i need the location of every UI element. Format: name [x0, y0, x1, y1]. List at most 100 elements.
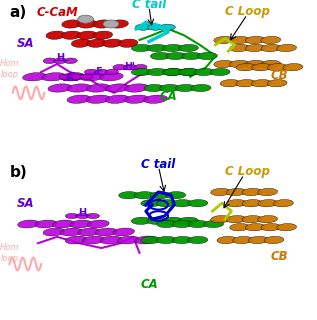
Ellipse shape [134, 64, 147, 70]
Ellipse shape [42, 73, 66, 81]
Text: H: H [78, 208, 87, 218]
Ellipse shape [214, 36, 234, 44]
Ellipse shape [251, 80, 271, 87]
Ellipse shape [147, 44, 167, 52]
Ellipse shape [217, 236, 237, 244]
Ellipse shape [84, 69, 98, 75]
Ellipse shape [226, 188, 246, 196]
Ellipse shape [245, 44, 265, 52]
Ellipse shape [172, 200, 192, 207]
Ellipse shape [144, 95, 168, 103]
Ellipse shape [175, 84, 195, 92]
Ellipse shape [35, 220, 57, 228]
Text: H': H' [125, 62, 135, 72]
Text: H: H [56, 52, 64, 63]
Text: CB: CB [270, 250, 288, 262]
Text: C-CaM: C-CaM [36, 6, 78, 19]
Ellipse shape [131, 44, 151, 52]
Ellipse shape [93, 20, 113, 28]
Ellipse shape [147, 217, 167, 224]
Ellipse shape [172, 236, 192, 244]
Ellipse shape [61, 73, 85, 81]
Ellipse shape [99, 73, 123, 81]
Ellipse shape [118, 39, 138, 47]
Ellipse shape [245, 60, 265, 68]
Ellipse shape [86, 84, 110, 92]
Ellipse shape [67, 84, 91, 92]
Ellipse shape [204, 220, 224, 228]
Ellipse shape [248, 236, 268, 244]
Ellipse shape [106, 84, 129, 92]
Ellipse shape [214, 60, 234, 68]
Ellipse shape [86, 95, 110, 103]
Ellipse shape [182, 52, 202, 60]
Text: CA: CA [159, 90, 177, 102]
Ellipse shape [277, 44, 297, 52]
Ellipse shape [65, 236, 87, 244]
Ellipse shape [242, 188, 262, 196]
Text: CB: CB [270, 69, 288, 82]
Ellipse shape [179, 68, 199, 76]
Ellipse shape [119, 192, 139, 199]
Ellipse shape [141, 236, 161, 244]
Ellipse shape [103, 39, 122, 47]
Ellipse shape [261, 36, 281, 44]
Ellipse shape [233, 236, 253, 244]
Ellipse shape [258, 200, 278, 207]
Ellipse shape [150, 52, 170, 60]
Ellipse shape [178, 217, 198, 224]
Ellipse shape [147, 68, 167, 76]
Ellipse shape [123, 64, 137, 70]
Ellipse shape [71, 39, 91, 47]
Ellipse shape [226, 216, 246, 223]
Ellipse shape [69, 74, 83, 80]
Ellipse shape [61, 31, 81, 39]
Ellipse shape [258, 216, 278, 223]
Ellipse shape [141, 200, 161, 207]
Ellipse shape [64, 58, 77, 64]
Ellipse shape [150, 192, 170, 199]
Ellipse shape [135, 236, 157, 244]
Ellipse shape [105, 95, 129, 103]
Ellipse shape [59, 74, 72, 80]
Text: C Loop: C Loop [225, 165, 270, 178]
Ellipse shape [135, 24, 151, 30]
Ellipse shape [160, 84, 180, 92]
Ellipse shape [65, 213, 79, 219]
Ellipse shape [261, 60, 281, 68]
Text: C tail: C tail [132, 0, 166, 11]
Ellipse shape [87, 39, 107, 47]
Ellipse shape [261, 44, 281, 52]
Ellipse shape [210, 216, 230, 223]
Ellipse shape [163, 68, 183, 76]
Ellipse shape [261, 224, 281, 231]
Text: Hom
loop: Hom loop [0, 244, 19, 263]
Ellipse shape [23, 73, 47, 81]
Ellipse shape [77, 31, 97, 39]
Ellipse shape [113, 228, 134, 236]
Ellipse shape [188, 236, 208, 244]
Ellipse shape [267, 64, 287, 71]
Ellipse shape [100, 236, 122, 244]
Ellipse shape [264, 236, 284, 244]
Ellipse shape [245, 36, 265, 44]
Text: Hom
loop: Hom loop [0, 60, 19, 79]
Ellipse shape [163, 44, 183, 52]
Ellipse shape [178, 44, 198, 52]
Ellipse shape [144, 84, 164, 92]
Ellipse shape [53, 220, 74, 228]
Ellipse shape [267, 80, 287, 87]
Ellipse shape [125, 84, 149, 92]
Ellipse shape [163, 217, 183, 224]
Ellipse shape [80, 73, 104, 81]
Circle shape [78, 15, 94, 23]
Ellipse shape [160, 24, 175, 30]
Ellipse shape [109, 20, 128, 28]
Ellipse shape [157, 236, 177, 244]
Text: CA: CA [140, 278, 158, 291]
Text: a): a) [10, 5, 27, 20]
Ellipse shape [230, 44, 249, 52]
Ellipse shape [95, 228, 117, 236]
Ellipse shape [245, 224, 265, 231]
Ellipse shape [95, 69, 108, 75]
